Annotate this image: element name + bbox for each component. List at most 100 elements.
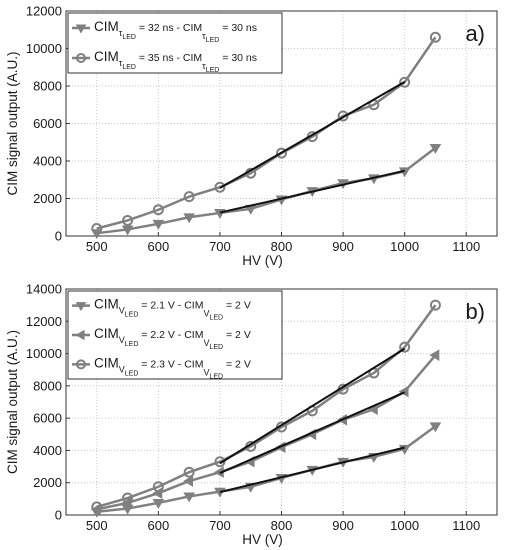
legend-text-part: = 2 V <box>223 358 251 370</box>
data-point <box>122 214 134 226</box>
legend-entry: CIMτLED = 35 ns - CIMτLED = 30 ns <box>72 49 257 74</box>
data-point <box>429 422 442 433</box>
legend-box <box>67 290 283 380</box>
y-tick-label: 8000 <box>33 79 62 94</box>
legend-text-part: = 30 ns <box>219 22 257 34</box>
fit-line <box>219 391 406 474</box>
x-axis-label: HV (V) <box>242 532 283 547</box>
series-line <box>96 425 437 514</box>
legend-marker <box>76 53 86 63</box>
y-axis-label: CIM signal output (A.U.) <box>5 330 20 474</box>
legend-text-part: = 2 V <box>223 329 251 341</box>
x-tick-label: 900 <box>332 518 354 533</box>
fit-line <box>219 81 406 189</box>
data-point <box>152 498 165 509</box>
x-tick-label: 1100 <box>452 239 480 254</box>
legend-text-part: CIM <box>94 326 119 341</box>
legend-text-part: LED <box>125 341 139 348</box>
y-tick-label: 0 <box>55 229 62 244</box>
y-tick-label: 2000 <box>33 191 62 206</box>
data-point <box>429 299 441 311</box>
data-point <box>121 225 134 236</box>
series-1 <box>90 422 442 518</box>
legend-entry: CIMτLED = 32 ns - CIMτLED = 30 ns <box>72 19 257 44</box>
y-tick-label: 0 <box>55 508 62 523</box>
fit-line <box>219 169 405 214</box>
data-point <box>276 147 287 159</box>
y-tick-label: 8000 <box>33 378 62 393</box>
series-2 <box>91 31 441 234</box>
series-2 <box>90 349 440 516</box>
data-point <box>429 143 442 154</box>
legend-text-part: = 2.1 V - CIM <box>138 300 203 312</box>
legend-text-part: CIM <box>94 49 119 64</box>
x-tick-label: 600 <box>148 518 170 533</box>
legend-text-part: τ <box>202 31 206 41</box>
panel-label: b) <box>465 299 485 324</box>
legend-text-part: LED <box>206 67 220 74</box>
data-point <box>429 349 440 361</box>
data-point <box>399 341 411 353</box>
y-tick-label: 14000 <box>26 282 62 297</box>
legend-text-part: = 35 ns - CIM <box>136 52 202 64</box>
y-tick-label: 6000 <box>33 411 62 426</box>
y-axis-label: CIM signal output (A.U.) <box>5 51 20 195</box>
y-tick-label: 12000 <box>26 4 62 19</box>
legend-text-part: LED <box>122 34 136 41</box>
data-point <box>399 76 411 88</box>
legend-label: CIMVLED = 2.1 V - CIMVLED = 2 V <box>94 297 251 322</box>
x-tick-label: 700 <box>209 518 231 533</box>
y-tick-label: 4000 <box>33 443 62 458</box>
data-point <box>122 492 134 504</box>
data-point <box>183 466 195 478</box>
data-point <box>183 213 195 224</box>
panel-label: a) <box>465 21 485 46</box>
y-tick-label: 10000 <box>26 41 62 56</box>
data-point <box>152 204 164 216</box>
legend-text-part: τ <box>119 58 123 68</box>
legend-text-part: V <box>119 306 125 316</box>
legend-text-part: = 30 ns <box>219 52 257 64</box>
legend: CIMτLED = 32 ns - CIMτLED = 30 nsCIMτLED… <box>67 12 283 74</box>
legend-marker <box>76 359 86 370</box>
legend-text-part: = 2 V <box>223 300 251 312</box>
legend-text-part: V <box>203 309 209 319</box>
legend-text-part: = 2.2 V - CIM <box>138 329 203 341</box>
legend-text-part: V <box>119 335 125 345</box>
legend-entry: CIMVLED = 2.1 V - CIMVLED = 2 V <box>72 297 251 322</box>
legend-text-part: CIM <box>94 297 119 312</box>
y-tick-label: 12000 <box>26 314 62 329</box>
x-tick-label: 500 <box>86 518 108 533</box>
legend-text-part: τ <box>119 28 123 38</box>
x-tick-label: 600 <box>148 239 170 254</box>
y-tick-label: 10000 <box>26 346 62 361</box>
data-point <box>152 219 165 230</box>
legend-text-part: CIM <box>94 19 119 34</box>
legend-text-part: LED <box>125 370 139 377</box>
legend-label: CIMτLED = 35 ns - CIMτLED = 30 ns <box>94 49 257 74</box>
data-point <box>91 501 103 513</box>
legend-text-part: LED <box>125 312 139 319</box>
legend-label: CIMτLED = 32 ns - CIMτLED = 30 ns <box>94 19 257 44</box>
legend-entry: CIMVLED = 2.3 V - CIMVLED = 2 V <box>72 355 251 380</box>
legend-text-part: τ <box>202 61 206 71</box>
legend-text-part: LED <box>122 64 136 71</box>
legend-text-part: V <box>203 367 209 377</box>
legend-text-part: V <box>203 338 209 348</box>
legend-text-part: LED <box>209 344 223 351</box>
x-tick-label: 800 <box>271 239 293 254</box>
fit-line <box>219 446 405 494</box>
data-point <box>337 110 349 122</box>
fit-line <box>219 347 406 465</box>
x-tick-label: 1000 <box>390 518 419 533</box>
y-tick-label: 4000 <box>33 154 62 169</box>
series-line <box>96 354 437 511</box>
legend-label: CIMVLED = 2.2 V - CIMVLED = 2 V <box>94 326 251 351</box>
data-point <box>429 31 441 43</box>
panel-b-chart: 500 600 700 800 900 1000 1100 0 2000 4000 6000 8000… <box>5 282 498 547</box>
data-point <box>91 223 103 234</box>
legend-text-part: LED <box>209 373 223 380</box>
x-axis-label: HV (V) <box>242 253 283 268</box>
